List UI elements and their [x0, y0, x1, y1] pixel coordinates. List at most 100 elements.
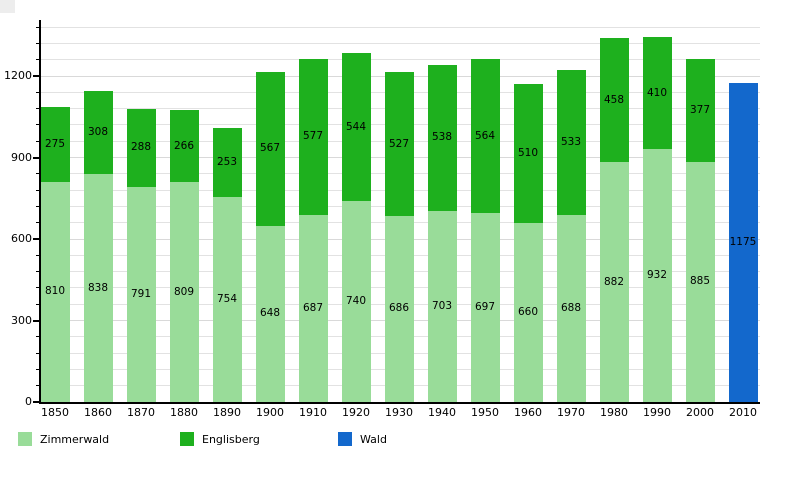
bar-value-label: 266: [173, 139, 195, 152]
y-axis-minor-tick: [36, 271, 40, 273]
bar-segment-englisberg: [126, 108, 156, 188]
bar-segment-englisberg: [599, 37, 629, 163]
legend-swatch: [338, 432, 352, 446]
bar-value-label: 564: [474, 129, 496, 142]
bar-value-label: 882: [603, 275, 625, 288]
x-axis-label: 1960: [514, 406, 542, 419]
x-axis-label: 1990: [643, 406, 671, 419]
y-axis-minor-tick: [36, 352, 40, 354]
y-axis-minor-tick: [36, 254, 40, 256]
bar-segment-wald: [728, 82, 758, 402]
legend: Zimmerwald Englisberg Wald: [0, 430, 795, 465]
x-axis-label: 1940: [428, 406, 456, 419]
y-axis-minor-tick: [36, 222, 40, 224]
corner-artifact: [0, 0, 15, 13]
x-axis-label: 1910: [299, 406, 327, 419]
y-axis-minor-tick: [36, 108, 40, 110]
y-axis-tick: [33, 319, 40, 322]
bar-segment-englisberg: [212, 128, 242, 198]
bar-segment-englisberg: [298, 58, 328, 216]
legend-label: Zimmerwald: [40, 433, 110, 446]
y-axis-minor-tick: [36, 385, 40, 387]
bar-value-label: 932: [646, 268, 668, 281]
bar-value-label: 660: [517, 305, 539, 318]
x-axis-label: 1930: [385, 406, 413, 419]
y-axis-minor-tick: [36, 368, 40, 370]
gridline: [40, 59, 760, 61]
bar-segment-zimmerwald: [341, 200, 371, 402]
y-axis-minor-tick: [36, 287, 40, 289]
bar-value-label: 577: [302, 130, 324, 143]
bar-segment-englisberg: [384, 72, 414, 216]
bar-value-label: 567: [259, 142, 281, 155]
y-axis-minor-tick: [36, 59, 40, 61]
bar-value-label: 538: [431, 131, 453, 144]
bar-segment-englisberg: [642, 37, 672, 149]
y-axis-minor-tick: [36, 205, 40, 207]
bar-segment-zimmerwald: [169, 182, 199, 402]
bar-value-label: 288: [130, 141, 152, 154]
y-axis-tick-label: 300: [11, 313, 32, 327]
y-axis-tick-label: 900: [11, 150, 32, 164]
bar-value-label: 527: [388, 137, 410, 150]
bar-segment-englisberg: [427, 64, 457, 212]
bar-value-label: 648: [259, 307, 281, 320]
bar-segment-englisberg: [341, 53, 371, 201]
y-axis-minor-tick: [36, 26, 40, 28]
bar-segment-englisberg: [470, 59, 500, 213]
x-axis-label: 1970: [557, 406, 585, 419]
bar-value-label: 885: [689, 275, 711, 288]
legend-label: Englisberg: [202, 433, 260, 446]
bar-segment-zimmerwald: [556, 215, 586, 402]
bar-segment-englisberg: [40, 107, 70, 182]
x-axis-line: [38, 402, 760, 404]
x-axis-label: 1920: [342, 406, 370, 419]
bar-value-label: 544: [345, 120, 367, 133]
x-axis-label: 1950: [471, 406, 499, 419]
legend-swatch: [18, 432, 32, 446]
y-axis-tick: [33, 156, 40, 159]
bar-segment-zimmerwald: [255, 225, 285, 402]
bar-value-label: 410: [646, 86, 668, 99]
plot-area: 0 300 600 900 1200 810 275 1850 838 308 1860 791 288…: [4, 20, 760, 419]
bar-segment-englisberg: [255, 71, 285, 226]
bar-segment-englisberg: [685, 59, 715, 162]
y-axis-tick: [33, 238, 40, 240]
bar-segment-zimmerwald: [599, 162, 629, 402]
y-axis-tick-label: 0: [25, 395, 32, 408]
bar-segment-zimmerwald: [384, 215, 414, 402]
bar-value-label: 1175: [729, 235, 757, 248]
y-axis-tick-label: 1200: [4, 69, 32, 82]
y-axis-minor-tick: [36, 303, 40, 305]
y-axis-tick-label: 600: [11, 232, 32, 245]
bar-segment-zimmerwald: [212, 197, 242, 402]
x-axis-label: 2010: [729, 406, 757, 419]
bar-segment-zimmerwald: [427, 211, 457, 402]
bar-value-label: 308: [87, 126, 109, 138]
gridline: [40, 26, 760, 28]
bar-value-label: 275: [44, 138, 66, 151]
bar-segment-zimmerwald: [126, 187, 156, 402]
y-axis-minor-tick: [36, 124, 40, 126]
x-axis-label: 1890: [213, 406, 241, 419]
bar-value-label: 810: [44, 285, 66, 298]
bar-segment-zimmerwald: [642, 148, 672, 402]
bar-segment-zimmerwald: [40, 181, 70, 402]
bar-value-label: 688: [560, 302, 582, 315]
y-axis-tick: [33, 401, 40, 403]
bar-value-label: 703: [431, 300, 453, 312]
bar-value-label: 740: [345, 294, 367, 307]
bar-value-label: 838: [87, 281, 109, 294]
legend-swatch: [180, 432, 194, 446]
bar-segment-englisberg: [513, 84, 543, 223]
legend-label: Wald: [360, 433, 387, 446]
x-axis-label: 1980: [600, 406, 628, 419]
bar-value-label: 253: [216, 156, 238, 169]
bar-value-label: 510: [517, 146, 539, 159]
bar-segment-englisberg: [83, 90, 113, 175]
x-axis-label: 1880: [170, 406, 198, 419]
bar-value-label: 533: [560, 136, 582, 149]
x-axis-label: 1900: [256, 406, 284, 419]
y-axis-minor-tick: [36, 91, 40, 93]
